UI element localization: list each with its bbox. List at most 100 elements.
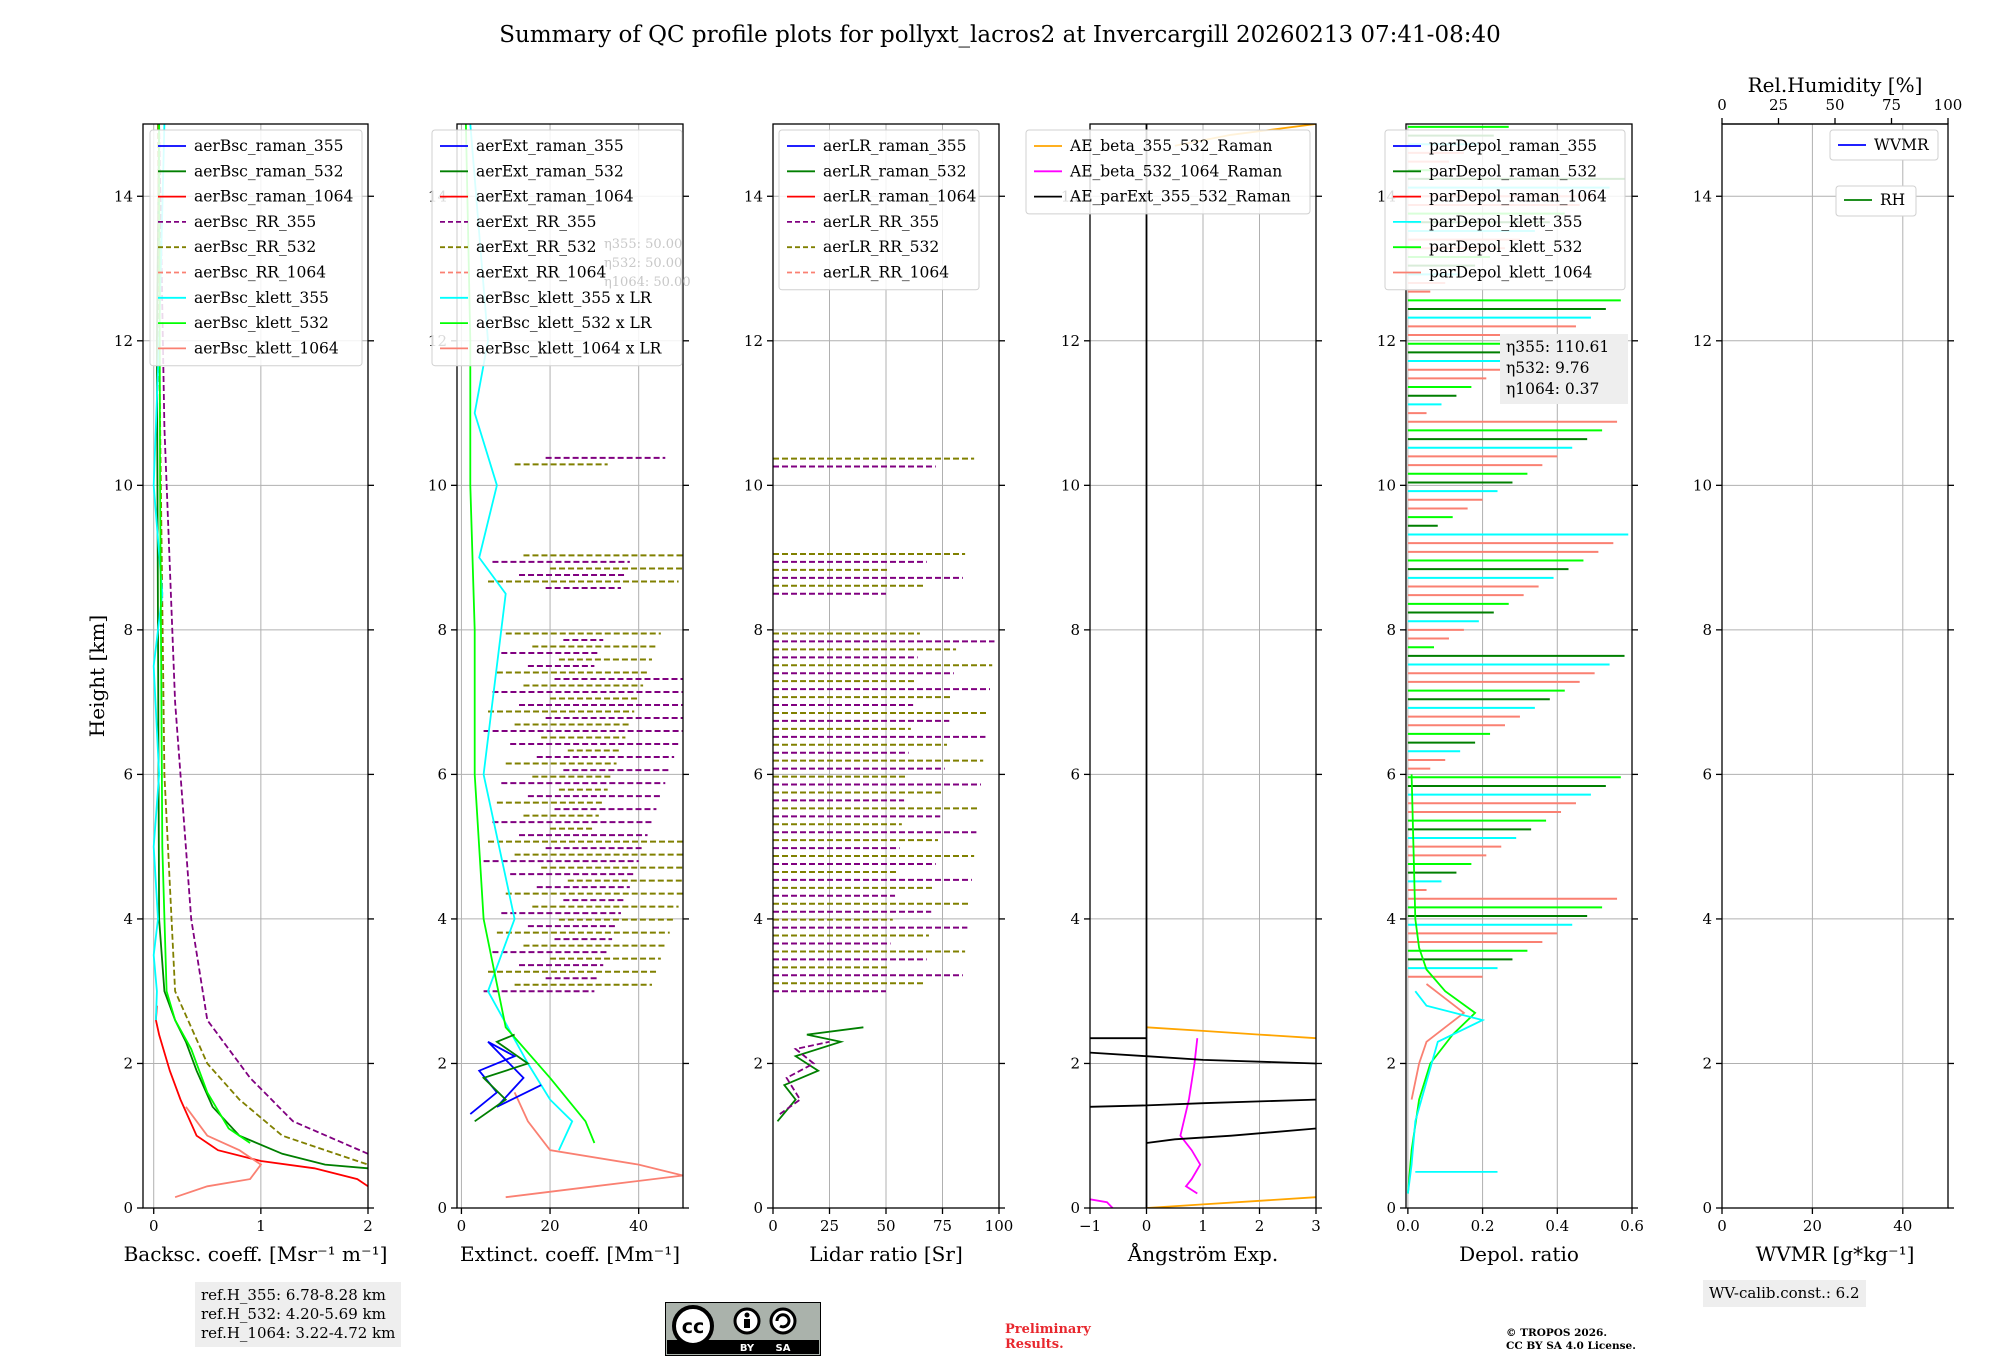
series-layer — [465, 124, 683, 1199]
series-aerLR_raman_532 — [776, 1026, 864, 1122]
y-tick-label: 8 — [1386, 621, 1396, 639]
cc-by-sa-logo: cc BY SA — [665, 1302, 821, 1356]
series-aerBsc_klett_532 x LR — [465, 124, 596, 1144]
y-tick-label: 8 — [1070, 621, 1080, 639]
legend-box-rh — [1835, 185, 1917, 217]
figure-title: Summary of QC profile plots for pollyxt_… — [499, 22, 1500, 48]
y-tick-label: 0 — [1070, 1199, 1080, 1217]
ref-height-355: ref.H_355: 6.78-8.28 km — [201, 1286, 386, 1304]
legend-label: AE_beta_355_532_Raman — [1069, 137, 1272, 155]
eta-annotation: η532: 9.76 — [1506, 359, 1590, 377]
legend-label: aerBsc_klett_1064 x LR — [476, 339, 663, 357]
legend-label: aerBsc_klett_355 x LR — [476, 289, 653, 307]
legend-label: aerBsc_raman_355 — [194, 137, 344, 155]
legend-label: parDepol_raman_355 — [1429, 137, 1597, 155]
x-tick-label: 20 — [541, 1217, 560, 1235]
x-tick-label: 2 — [1255, 1217, 1265, 1235]
top-axis-label: Rel.Humidity [%] — [1748, 73, 1923, 97]
y-tick-label: 10 — [114, 476, 133, 494]
legend-box — [431, 129, 683, 367]
y-tick-label: 8 — [753, 621, 763, 639]
y-tick-label: 2 — [123, 1054, 133, 1072]
legend-box — [778, 129, 980, 291]
x-tick-label: 3 — [1311, 1217, 1321, 1235]
series-AE_parExt_355_532_Raman — [1090, 124, 1148, 1208]
ref-height-532: ref.H_532: 4.20-5.69 km — [201, 1305, 386, 1323]
top-tick-label: 75 — [1882, 96, 1901, 114]
preliminary-line-2: Results. — [1005, 1337, 1064, 1352]
legend-label: aerExt_RR_355 — [476, 213, 597, 231]
x-axis-label: Backsc. coeff. [Msr⁻¹ m⁻¹] — [124, 1242, 388, 1266]
series-layer — [1090, 124, 1316, 1208]
y-tick-label: 2 — [1386, 1054, 1396, 1072]
legend-label: aerBsc_raman_532 — [194, 162, 344, 180]
wv-calib-text: WV-calib.const.: 6.2 — [1709, 1284, 1860, 1302]
legend-label: parDepol_raman_1064 — [1429, 188, 1607, 206]
series-aerBsc_klett_355 — [152, 124, 166, 1021]
y-tick-label: 6 — [753, 765, 763, 783]
legend-label: aerLR_RR_355 — [823, 213, 939, 231]
series-aerBsc_klett_1064 x LR — [505, 1092, 683, 1199]
cc-sa-label: SA — [776, 1343, 791, 1354]
x-tick-label: 20 — [1803, 1217, 1822, 1235]
y-tick-label: 6 — [123, 765, 133, 783]
x-axis-label: Depol. ratio — [1459, 1242, 1579, 1266]
legend-label: aerExt_raman_532 — [476, 162, 624, 180]
series-parDepol_klett_1064 — [1410, 983, 1466, 1100]
y-tick-label: 0 — [1386, 1199, 1396, 1217]
eta-annotation: η1064: 0.37 — [1506, 380, 1599, 398]
legend-label: aerExt_raman_355 — [476, 137, 624, 155]
y-tick-label: 12 — [1061, 332, 1080, 350]
x-tick-label: 0 — [149, 1217, 159, 1235]
y-tick-label: 2 — [437, 1054, 447, 1072]
y-tick-label: 12 — [744, 332, 763, 350]
legend-label: AE_beta_532_1064_Raman — [1069, 162, 1282, 180]
y-tick-label: 8 — [1702, 621, 1712, 639]
y-tick-label: 10 — [1377, 476, 1396, 494]
panel-extinction: 0246810121402040Extinct. coeff. [Mm⁻¹]ae… — [428, 123, 691, 1266]
lr-annotation: η532: 50.00 — [604, 256, 682, 271]
y-tick-label: 0 — [1702, 1199, 1712, 1217]
legend-label: aerLR_RR_532 — [823, 238, 939, 256]
y-tick-label: 0 — [123, 1199, 133, 1217]
top-tick-label: 25 — [1769, 96, 1788, 114]
x-tick-label: 0.6 — [1620, 1217, 1644, 1235]
axes-frame — [456, 123, 684, 1209]
preliminary-note: Preliminary Results. — [1005, 1322, 1091, 1352]
legend-label: parDepol_raman_532 — [1429, 162, 1597, 180]
legend-label: aerLR_raman_355 — [823, 137, 966, 155]
y-tick-label: 6 — [437, 765, 447, 783]
series-aerBsc_klett_532 — [158, 124, 251, 1144]
legend-label: aerLR_raman_532 — [823, 162, 966, 180]
x-tick-label: 1 — [1198, 1217, 1208, 1235]
x-tick-label: 0 — [1717, 1217, 1727, 1235]
y-tick-label: 8 — [437, 621, 447, 639]
legend-label: aerBsc_raman_1064 — [194, 188, 354, 206]
series-layer — [1407, 774, 1498, 1194]
legend-label: AE_parExt_355_532_Raman — [1069, 188, 1291, 206]
x-tick-label: −1 — [1079, 1217, 1101, 1235]
legend-box-wvmr — [1829, 129, 1939, 161]
top-tick-label: 50 — [1825, 96, 1844, 114]
legend-label: aerBsc_klett_1064 — [194, 339, 339, 357]
copyright-line-1: © TROPOS 2026. — [1506, 1327, 1608, 1339]
x-tick-label: 0.0 — [1396, 1217, 1420, 1235]
y-tick-label: 4 — [753, 910, 763, 928]
top-tick-label: 0 — [1717, 96, 1727, 114]
legend-label: aerBsc_RR_355 — [194, 213, 316, 231]
y-tick-label: 4 — [1386, 910, 1396, 928]
x-tick-label: 0 — [1142, 1217, 1152, 1235]
axes-frame — [142, 123, 369, 1209]
y-tick-label: 12 — [1377, 332, 1396, 350]
y-tick-label: 14 — [1693, 187, 1712, 205]
ref-height-1064: ref.H_1064: 3.22-4.72 km — [201, 1324, 396, 1342]
x-tick-label: 100 — [985, 1217, 1014, 1235]
x-tick-label: 40 — [1893, 1217, 1912, 1235]
x-tick-label: 2 — [363, 1217, 373, 1235]
legend-box — [1025, 129, 1311, 215]
legend-label: aerExt_RR_1064 — [476, 264, 607, 282]
y-axis-label: Height [km] — [85, 615, 109, 737]
